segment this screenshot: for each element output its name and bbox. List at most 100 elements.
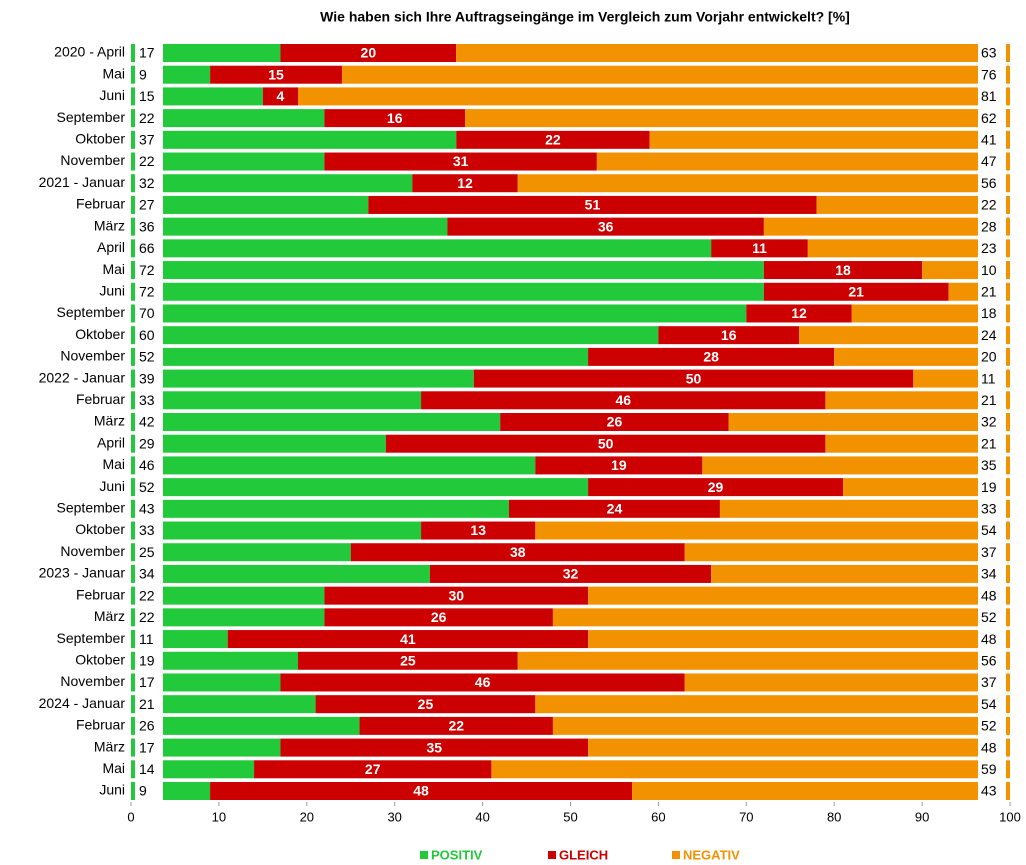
data-label: 25 <box>139 544 155 560</box>
bar-segment <box>658 326 800 345</box>
label-box <box>135 520 163 541</box>
y-tick-label: Mai <box>102 261 125 277</box>
data-label: 54 <box>981 696 997 712</box>
bar-segment <box>517 651 1010 670</box>
bar-segment <box>298 87 1010 106</box>
bar-segment <box>508 499 720 518</box>
data-label: 17 <box>139 674 155 690</box>
bar-segment <box>763 217 1010 236</box>
data-label: 34 <box>139 566 155 582</box>
data-label: 32 <box>139 175 155 191</box>
label-box <box>978 346 1006 367</box>
y-tick-label: November <box>60 543 125 559</box>
bar-segment <box>842 478 1010 497</box>
y-tick-label: Mai <box>102 760 125 776</box>
y-tick-label: April <box>97 434 125 450</box>
bar-segment <box>254 760 492 779</box>
bar-segment <box>280 673 685 692</box>
y-tick-label: Juni <box>99 282 125 298</box>
data-label: 13 <box>470 522 486 538</box>
bar-segment <box>763 282 949 301</box>
data-label: 21 <box>139 696 155 712</box>
data-label: 41 <box>400 631 416 647</box>
data-label: 48 <box>413 783 429 799</box>
label-box <box>135 129 163 150</box>
bar-segment <box>429 564 712 583</box>
y-tick-label: März <box>94 413 125 429</box>
label-box <box>978 563 1006 584</box>
bar-segment <box>385 434 826 453</box>
y-tick-label: März <box>94 217 125 233</box>
legend-swatch <box>672 851 680 859</box>
bar-segment <box>588 347 835 366</box>
data-label: 18 <box>981 305 997 321</box>
data-label: 66 <box>139 240 155 256</box>
bar-segment <box>131 695 316 714</box>
bar-segment <box>131 586 325 605</box>
label-box <box>135 715 163 736</box>
bar-segment <box>719 499 1010 518</box>
label-box <box>978 715 1006 736</box>
bar-segment <box>324 152 597 171</box>
label-box <box>135 672 163 693</box>
data-label: 26 <box>607 414 623 430</box>
x-tick-label: 50 <box>563 809 577 824</box>
data-label: 46 <box>139 457 155 473</box>
data-label: 19 <box>611 457 627 473</box>
label-box <box>978 607 1006 628</box>
bar-segment <box>632 782 1010 800</box>
bar-segment <box>131 564 430 583</box>
label-box <box>135 64 163 85</box>
bar-segment <box>131 608 325 627</box>
data-label: 10 <box>981 262 997 278</box>
data-label: 42 <box>139 414 155 430</box>
bar-segment <box>131 651 299 670</box>
y-tick-label: Februar <box>76 717 125 733</box>
data-label: 54 <box>981 522 997 538</box>
bar-segment <box>473 369 914 388</box>
data-label: 27 <box>365 761 381 777</box>
label-box <box>978 477 1006 498</box>
data-label: 81 <box>981 88 997 104</box>
data-label: 15 <box>139 88 155 104</box>
data-label: 23 <box>981 240 997 256</box>
y-tick-label: Oktober <box>75 651 125 667</box>
bar-segment <box>588 738 1010 757</box>
data-label: 22 <box>139 110 155 126</box>
label-box <box>978 498 1006 519</box>
label-box <box>135 781 163 801</box>
y-tick-label: November <box>60 152 125 168</box>
data-label: 26 <box>431 609 447 625</box>
label-box <box>978 455 1006 476</box>
bar-segment <box>763 261 923 280</box>
label-box <box>978 433 1006 454</box>
data-label: 33 <box>139 392 155 408</box>
bar-segment <box>324 109 466 128</box>
label-box <box>135 108 163 129</box>
label-box <box>135 390 163 411</box>
data-label: 11 <box>981 370 996 386</box>
data-label: 22 <box>139 609 155 625</box>
label-box <box>135 346 163 367</box>
label-box <box>978 303 1006 324</box>
bar-segment <box>535 456 703 475</box>
bar-segment <box>131 130 457 149</box>
data-label: 21 <box>981 283 997 299</box>
bar-segment <box>412 174 518 193</box>
bar-segment <box>807 239 1010 258</box>
y-tick-label: Mai <box>102 456 125 472</box>
bar-segment <box>131 239 712 258</box>
x-tick-label: 20 <box>300 809 314 824</box>
data-label: 72 <box>139 283 155 299</box>
label-box <box>135 455 163 476</box>
bar-segment <box>649 130 1010 149</box>
label-box <box>978 781 1006 801</box>
data-label: 24 <box>981 327 997 343</box>
bar-segment <box>746 304 852 323</box>
bar-segment <box>350 543 685 562</box>
y-tick-label: 2024 - Januar <box>39 695 126 711</box>
label-box <box>135 303 163 324</box>
bar-segment <box>131 326 659 345</box>
bar-segment <box>131 282 764 301</box>
bar-segment <box>816 195 1010 214</box>
